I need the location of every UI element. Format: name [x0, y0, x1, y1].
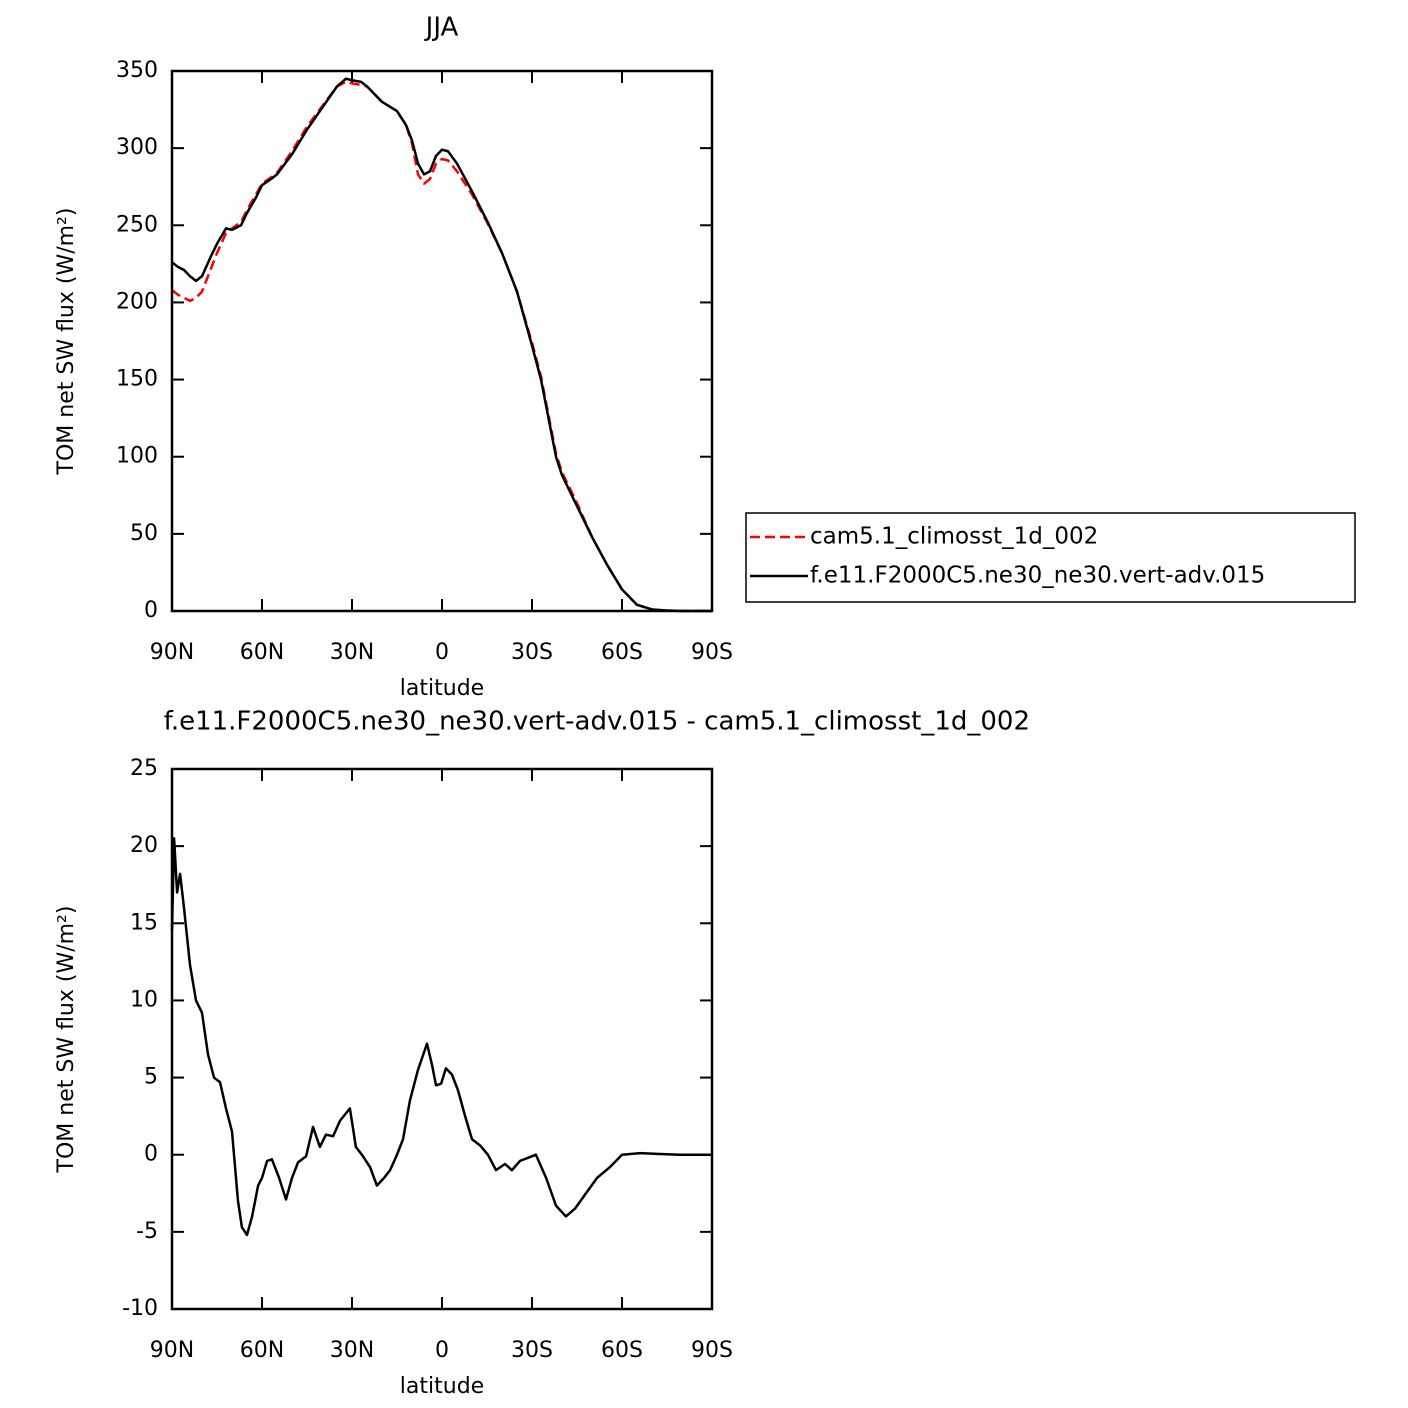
x-tick-label: 60N: [240, 640, 284, 665]
x-tick-label: 90S: [691, 640, 733, 665]
series-line: [171, 80, 712, 613]
y-tick-label: 100: [116, 444, 158, 469]
y-tick-label: 5: [144, 1065, 158, 1090]
x-tick-label: 60S: [601, 1338, 643, 1363]
x-tick-label: 30N: [330, 640, 374, 665]
x-tick-label: 90S: [691, 1338, 733, 1363]
chart-title: JJA: [424, 13, 459, 43]
y-tick-label: 150: [116, 367, 158, 392]
x-tick-label: 30S: [511, 1338, 553, 1363]
y-axis-label: TOM net SW flux (W/m²): [54, 906, 79, 1174]
x-axis-label: latitude: [400, 1374, 484, 1399]
series-line: [170, 837, 712, 1237]
y-tick-label: 50: [130, 521, 158, 546]
x-tick-label: 60N: [240, 1338, 284, 1363]
plot-frame: [170, 69, 714, 613]
y-tick-label: 0: [144, 598, 158, 623]
y-tick-label: 200: [116, 289, 158, 314]
y-tick-label: 300: [116, 135, 158, 160]
series-line: [171, 77, 712, 613]
x-tick-label: 30S: [511, 640, 553, 665]
x-tick-label: 0: [435, 640, 449, 665]
y-tick-label: 15: [130, 910, 158, 935]
legend-label: cam5.1_climosst_1d_002: [810, 524, 1098, 550]
x-tick-label: 30N: [330, 1338, 374, 1363]
y-axis-label: TOM net SW flux (W/m²): [54, 208, 79, 476]
plot-frame: [170, 767, 714, 1311]
chart-title: f.e11.F2000C5.ne30_ne30.vert-adv.015 - c…: [164, 707, 1030, 737]
y-tick-label: 350: [116, 58, 158, 83]
y-tick-label: 10: [130, 987, 158, 1012]
y-tick-label: 20: [130, 833, 158, 858]
y-tick-label: -10: [122, 1296, 158, 1321]
x-axis-label: latitude: [400, 676, 484, 701]
x-tick-label: 90N: [150, 1338, 194, 1363]
x-tick-label: 90N: [150, 640, 194, 665]
y-tick-label: -5: [136, 1219, 158, 1244]
y-tick-label: 250: [116, 212, 158, 237]
legend-box: [745, 512, 1356, 603]
y-tick-label: 25: [130, 756, 158, 781]
x-tick-label: 0: [435, 1338, 449, 1363]
legend-label: f.e11.F2000C5.ne30_ne30.vert-adv.015: [810, 563, 1265, 589]
x-tick-label: 60S: [601, 640, 643, 665]
y-tick-label: 0: [144, 1142, 158, 1167]
